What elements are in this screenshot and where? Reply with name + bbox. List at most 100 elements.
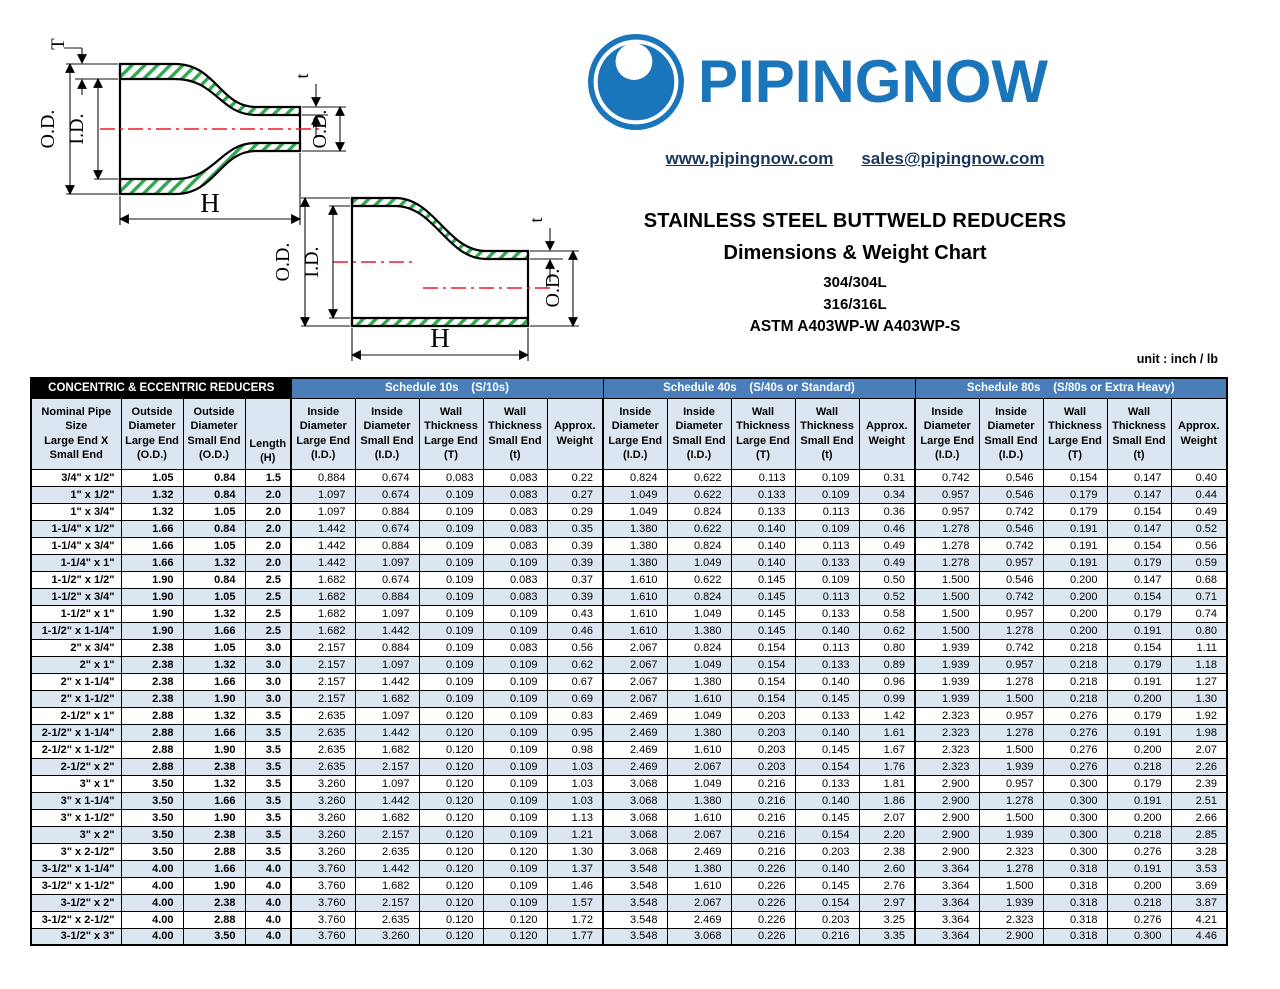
cell: 1.442 <box>354 791 420 810</box>
cell-nominal-size: 2" x 1" <box>30 655 122 674</box>
cell: 0.62 <box>858 621 916 640</box>
table-row: 3" x 2-1/2" 3.50 2.88 3.5 3.260 2.635 0.120 0.1… <box>30 842 1228 861</box>
cell: 1.097 <box>354 604 420 623</box>
cell: 3.760 <box>290 876 356 895</box>
cell: 1.939 <box>914 638 980 657</box>
cell: 1.278 <box>914 536 980 555</box>
cell: 0.191 <box>1106 621 1172 640</box>
cell: 0.824 <box>666 536 732 555</box>
cell: 0.154 <box>1106 502 1172 521</box>
cell: 0.133 <box>794 774 860 793</box>
cell: 1.72 <box>546 910 604 929</box>
cell: 2.88 <box>182 910 246 929</box>
cell: 0.179 <box>1106 604 1172 623</box>
cell: 0.318 <box>1042 893 1108 912</box>
column-header: Inside Diameter Small End (I.D.) <box>978 397 1044 470</box>
cell-nominal-size: 3/4" x 1/2" <box>30 468 122 487</box>
page-title: STAINLESS STEEL BUTTWELD REDUCERS <box>643 210 1067 232</box>
cell: 3.364 <box>914 910 980 929</box>
cell: 0.52 <box>1170 519 1228 538</box>
cell: 0.216 <box>730 808 796 827</box>
cell: 2.38 <box>182 757 246 776</box>
cell: 0.69 <box>546 689 604 708</box>
cell: 0.145 <box>794 740 860 759</box>
cell: 0.147 <box>1106 519 1172 538</box>
cell: 0.109 <box>794 485 860 504</box>
dim-label-od-left: O.D. <box>37 110 59 149</box>
cell: 3.548 <box>602 927 668 946</box>
column-header: Inside Diameter Small End (I.D.) <box>666 397 732 470</box>
cell: 0.957 <box>978 553 1044 572</box>
astm-spec: ASTM A403WP-W A403WP-S <box>749 318 961 335</box>
cell: 0.216 <box>730 825 796 844</box>
cell: 0.218 <box>1106 757 1172 776</box>
cell: 1.682 <box>354 876 420 895</box>
cell: 1.939 <box>914 689 980 708</box>
cell: 3.5 <box>244 842 292 861</box>
column-header: Inside Diameter Large End (I.D.) <box>914 397 980 470</box>
table-row: 3-1/2" x 1-1/4" 4.00 1.66 4.0 3.760 1.442 0.12… <box>30 859 1228 878</box>
cell: 1.097 <box>354 774 420 793</box>
cell: 1.939 <box>914 672 980 691</box>
cell: 0.74 <box>1170 604 1228 623</box>
cell: 0.674 <box>354 468 420 487</box>
cell: 2.067 <box>666 825 732 844</box>
cell: 1.939 <box>978 825 1044 844</box>
cell: 1.610 <box>666 876 732 895</box>
cell: 0.109 <box>418 655 484 674</box>
cell: 3.5 <box>244 774 292 793</box>
table-row: 1-1/2" x 3/4" 1.90 1.05 2.5 1.682 0.884 0.109 0… <box>30 587 1228 606</box>
cell: 0.71 <box>1170 587 1228 606</box>
cell: 2.76 <box>858 876 916 895</box>
cell: 0.43 <box>546 604 604 623</box>
cell: 0.39 <box>546 536 604 555</box>
cell: 2.38 <box>120 655 184 674</box>
table-row: 3-1/2" x 3" 4.00 3.50 4.0 3.760 3.260 0.120 0.1… <box>30 927 1228 946</box>
cell: 1.66 <box>120 553 184 572</box>
cell: 1.682 <box>354 808 420 827</box>
cell: 1.380 <box>666 621 732 640</box>
eccentric-reducer-diagram: O.D. I.D. t O.D. H <box>272 196 579 361</box>
cell: 0.300 <box>1042 808 1108 827</box>
cell: 1.66 <box>182 672 246 691</box>
cell: 0.49 <box>1170 502 1228 521</box>
cell: 0.34 <box>858 485 916 504</box>
cell: 3.5 <box>244 757 292 776</box>
cell: 2.900 <box>914 825 980 844</box>
cell: 0.957 <box>914 485 980 504</box>
cell: 0.140 <box>794 723 860 742</box>
cell: 2.067 <box>666 757 732 776</box>
cell: 2.900 <box>914 842 980 861</box>
cell: 4.46 <box>1170 927 1228 946</box>
cell: 1.380 <box>666 791 732 810</box>
cell: 0.27 <box>546 485 604 504</box>
cell: 0.191 <box>1042 519 1108 538</box>
cell: 0.276 <box>1042 757 1108 776</box>
cell: 1.442 <box>354 621 420 640</box>
cell: 0.133 <box>730 485 796 504</box>
cell: 0.200 <box>1106 740 1172 759</box>
cell-nominal-size: 1-1/4" x 1" <box>30 553 122 572</box>
cell: 1.682 <box>290 604 356 623</box>
cell: 2.469 <box>666 910 732 929</box>
cell: 0.109 <box>418 604 484 623</box>
cell-nominal-size: 3" x 2-1/2" <box>30 842 122 861</box>
cell: 0.742 <box>978 536 1044 555</box>
dim-label-id-left: I.D. <box>66 113 88 144</box>
cell: 2.323 <box>978 910 1044 929</box>
email-link[interactable]: sales@pipingnow.com <box>861 149 1045 168</box>
cell: 3.0 <box>244 655 292 674</box>
table-row: 3" x 1-1/4" 3.50 1.66 3.5 3.260 1.442 0.120 0.1… <box>30 791 1228 810</box>
website-link[interactable]: www.pipingnow.com <box>665 149 834 168</box>
cell: 0.884 <box>354 536 420 555</box>
cell: 0.154 <box>794 825 860 844</box>
cell: 0.546 <box>978 468 1044 487</box>
cell: 0.154 <box>730 689 796 708</box>
cell: 0.37 <box>546 570 604 589</box>
cell: 0.109 <box>418 621 484 640</box>
cell: 0.154 <box>1042 468 1108 487</box>
grade-316: 316/316L <box>823 296 887 313</box>
cell: 1.380 <box>602 519 668 538</box>
column-header: Length (H) <box>244 397 292 470</box>
table-row: 2" x 1-1/2" 2.38 1.90 3.0 2.157 1.682 0.109 0.1… <box>30 689 1228 708</box>
